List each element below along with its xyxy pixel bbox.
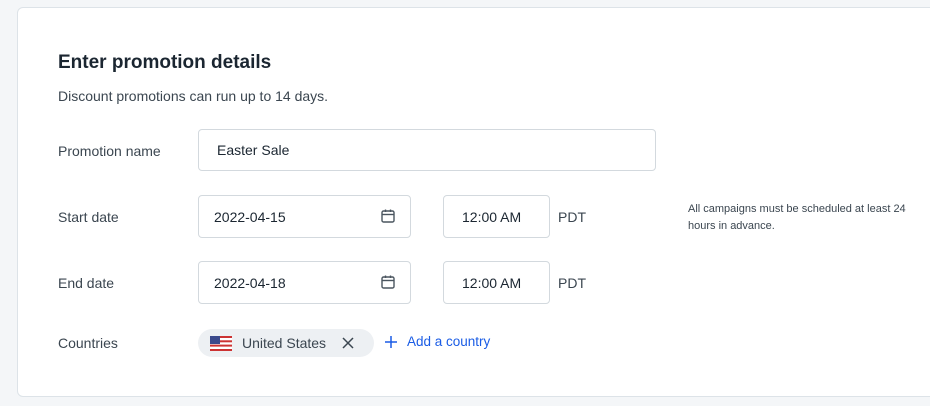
promotion-name-value: Easter Sale [217,142,290,158]
end-date-label: End date [58,275,115,291]
calendar-icon[interactable] [380,208,396,224]
end-time-value: 12:00 AM [462,274,522,291]
end-timezone: PDT [558,275,586,291]
schedule-note: All campaigns must be scheduled at least… [688,203,906,232]
start-time-value: 12:00 AM [462,208,522,225]
promotion-name-input[interactable]: Easter Sale [198,129,656,171]
promotion-name-label: Promotion name [58,143,161,159]
calendar-icon[interactable] [380,274,396,290]
plus-icon [385,335,397,348]
add-country-label: Add a country [407,334,491,349]
end-time-input[interactable]: 12:00 AM [443,261,550,304]
remove-country-close-icon[interactable] [342,337,354,349]
start-date-value: 2022-04-15 [214,208,286,225]
start-date-input[interactable]: 2022-04-15 [198,195,411,238]
us-flag-icon [210,335,232,351]
start-timezone: PDT [558,209,586,225]
page-title: Enter promotion details [58,52,272,73]
end-date-input[interactable]: 2022-04-18 [198,261,411,304]
country-chip: United States [198,329,374,357]
subtitle: Discount promotions can run up to 14 day… [58,88,329,104]
start-time-input[interactable]: 12:00 AM [443,195,550,238]
countries-label: Countries [58,335,118,351]
end-date-value: 2022-04-18 [214,274,286,291]
promotion-details-card: Enter promotion details Discount promoti… [17,7,930,397]
country-name: United States [242,335,327,351]
start-date-label: Start date [58,209,119,225]
add-country-button[interactable]: Add a country [384,334,490,349]
